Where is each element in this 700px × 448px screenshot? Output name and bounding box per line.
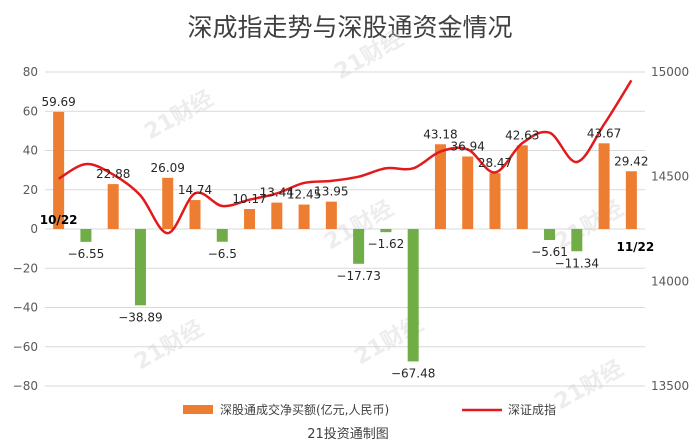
data-label: 13.95 <box>314 185 348 199</box>
legend-bar-swatch <box>183 405 213 414</box>
data-label: −38.89 <box>118 310 162 324</box>
data-label: −6.5 <box>208 247 237 261</box>
watermark: 21财经 <box>140 85 218 145</box>
bar <box>407 229 419 362</box>
data-label: −67.48 <box>391 366 435 380</box>
bar <box>380 229 392 233</box>
bar <box>271 202 283 229</box>
bar <box>134 229 146 306</box>
bar-series <box>53 111 637 362</box>
end-date-label: 11/22 <box>616 240 654 254</box>
data-label: −11.34 <box>555 256 599 270</box>
watermark: 21财经 <box>130 315 208 375</box>
bar <box>189 200 201 229</box>
bar <box>625 171 637 229</box>
data-label: −1.62 <box>368 237 405 251</box>
bar <box>53 111 65 229</box>
bar <box>516 145 528 229</box>
right-tick-label: 14500 <box>651 170 689 184</box>
left-tick-label: −20 <box>13 261 38 275</box>
bar <box>353 229 365 264</box>
data-label: 43.18 <box>423 127 457 141</box>
data-label: −6.55 <box>68 247 105 261</box>
bar <box>462 156 474 229</box>
data-label: −5.61 <box>531 245 568 259</box>
legend-line-label: 深证成指 <box>508 402 556 417</box>
data-label: 28.47 <box>478 156 512 170</box>
watermark: 21财经 <box>550 355 628 415</box>
bar <box>216 229 228 242</box>
right-tick-label: 15000 <box>651 65 689 79</box>
data-label: −17.73 <box>336 269 380 283</box>
bar <box>489 173 501 229</box>
bar <box>434 144 446 229</box>
left-y-axis: 80 60 40 20 0 −20 −40 −60 −80 <box>13 65 38 393</box>
left-tick-label: 80 <box>23 65 38 79</box>
bar <box>571 229 583 252</box>
chart-title: 深成指走势与深股通资金情况 <box>187 13 512 42</box>
legend: 深股通成交净买额(亿元,人民币) 深证成指 <box>183 402 556 417</box>
bar <box>325 201 337 229</box>
left-tick-label: −80 <box>13 379 38 393</box>
bar <box>80 229 92 242</box>
left-tick-label: −40 <box>13 301 38 315</box>
data-label: 42.63 <box>505 128 539 142</box>
start-date-label: 10/22 <box>40 213 78 227</box>
chart-source: 21投资通制图 <box>307 426 389 442</box>
left-tick-label: 40 <box>23 144 38 158</box>
data-label: 29.42 <box>614 154 648 168</box>
line-series <box>57 79 633 235</box>
data-label: 43.67 <box>587 126 621 140</box>
data-label: 36.94 <box>451 140 485 154</box>
data-label: 10.17 <box>232 192 266 206</box>
bar <box>244 209 256 229</box>
index-line <box>57 79 633 235</box>
bar <box>162 177 174 229</box>
data-label: 13.44 <box>260 186 294 200</box>
left-tick-label: 20 <box>23 183 38 197</box>
data-label: 12.45 <box>287 188 321 202</box>
right-y-axis: 15000 14500 14000 13500 <box>651 65 689 393</box>
bar <box>598 143 610 229</box>
right-tick-label: 14000 <box>651 274 689 288</box>
data-label: 14.74 <box>178 183 212 197</box>
right-tick-label: 13500 <box>651 379 689 393</box>
bar <box>298 204 310 229</box>
left-tick-label: 0 <box>30 222 38 236</box>
data-label: 59.69 <box>41 95 75 109</box>
left-tick-label: 60 <box>23 104 38 118</box>
bar <box>544 229 556 241</box>
left-tick-label: −60 <box>13 340 38 354</box>
data-label: 22.88 <box>96 167 130 181</box>
data-labels: 59.69 −6.55 22.88 −38.89 26.09 14.74 −6.5 10.17… <box>40 95 655 381</box>
legend-bar-label: 深股通成交净买额(亿元,人民币) <box>220 402 389 417</box>
data-label: 26.09 <box>151 161 185 175</box>
bar <box>107 184 119 229</box>
